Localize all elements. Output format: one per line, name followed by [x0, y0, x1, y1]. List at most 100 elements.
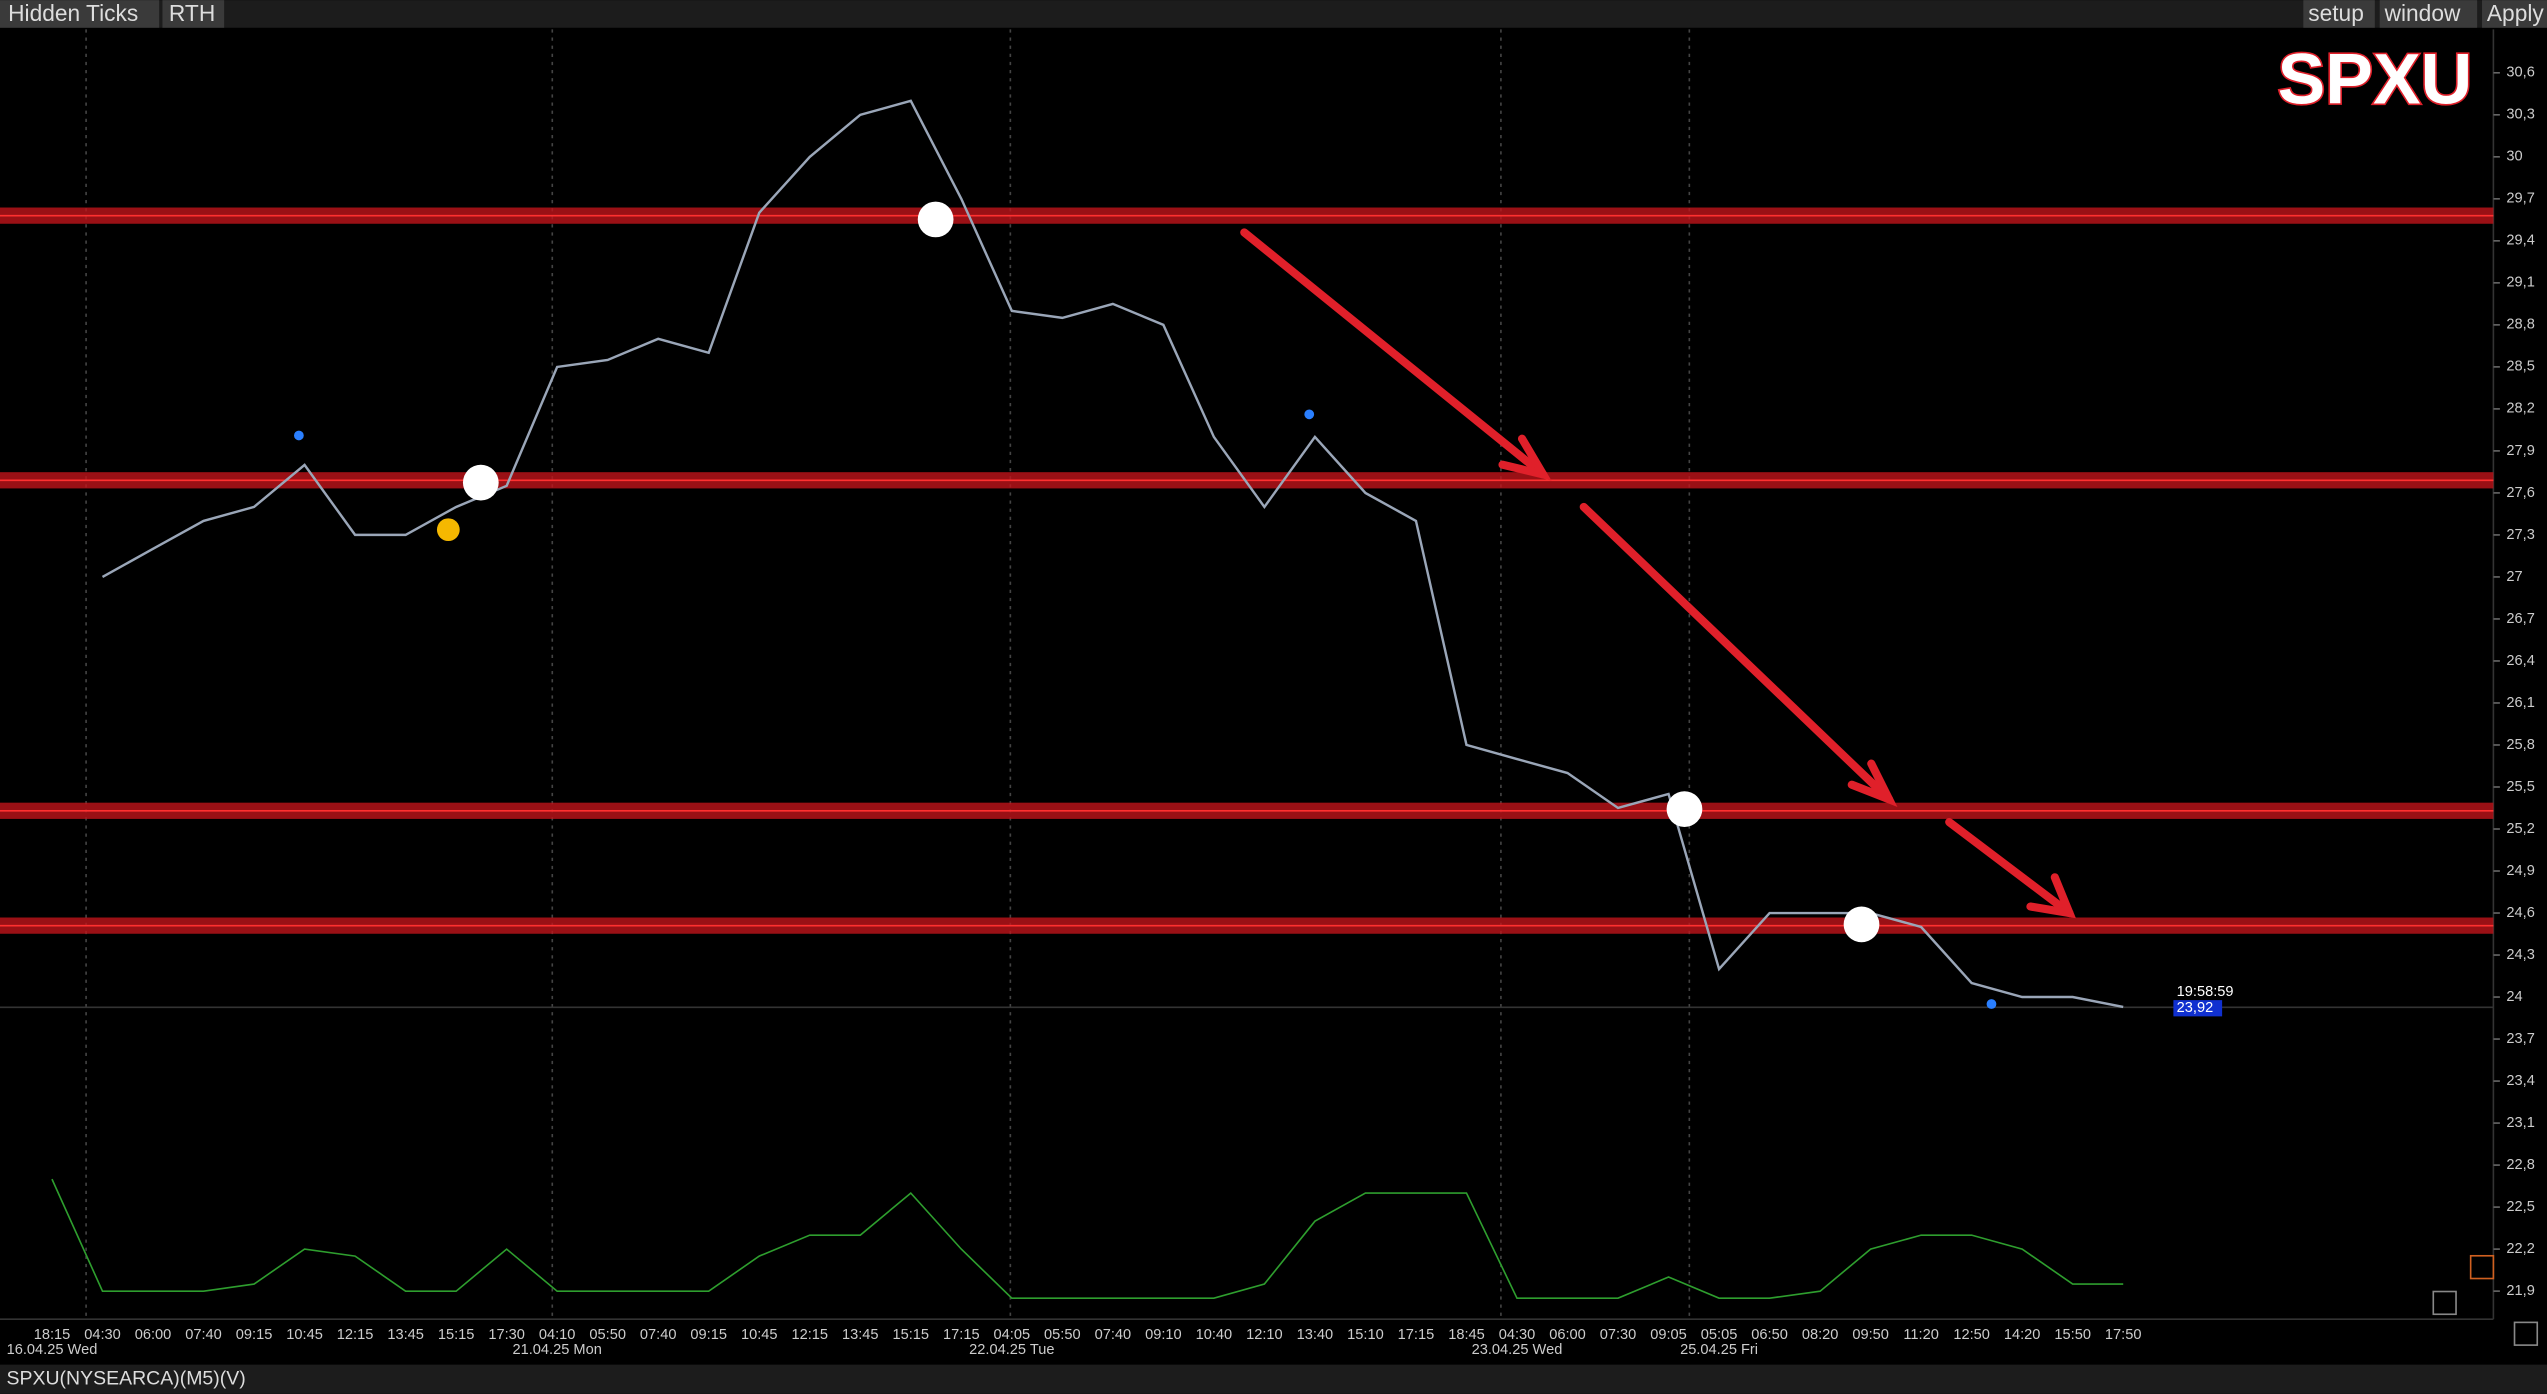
icon[interactable] [2513, 1321, 2539, 1346]
annotation-arrows [1240, 228, 2076, 919]
y-tick-label: 29,1 [2506, 275, 2534, 291]
x-tick-label: 15:10 [1347, 1327, 1384, 1343]
x-tick-label: 10:45 [741, 1327, 778, 1343]
x-tick-label: 15:15 [438, 1327, 475, 1343]
x-tick-label: 04:05 [994, 1327, 1031, 1343]
x-tick-label: 06:00 [1549, 1327, 1586, 1343]
toolbar-text[interactable]: RTH [169, 0, 215, 26]
y-tick-label: 22,2 [2506, 1241, 2534, 1257]
y-tick-label: 28,2 [2506, 401, 2534, 417]
markers [294, 201, 1997, 1009]
y-tick-label: 27 [2506, 569, 2522, 585]
y-tick-label: 22,8 [2506, 1157, 2534, 1173]
x-tick-label: 09:10 [1145, 1327, 1182, 1343]
y-tick-label: 26,1 [2506, 695, 2534, 711]
toolbar [0, 0, 2547, 28]
y-tick-label: 27,3 [2506, 527, 2534, 543]
date-label: 22.04.25 Tue [969, 1342, 1054, 1358]
status-text: SPXU(NYSEARCA)(M5)(V) [6, 1367, 245, 1389]
x-tick-label: 12:50 [1953, 1327, 1990, 1343]
marker [917, 201, 954, 238]
x-tick-label: 15:50 [2054, 1327, 2091, 1343]
series-line [101, 99, 2124, 1009]
x-tick-label: 18:45 [1448, 1327, 1485, 1343]
y-tick-label: 30 [2506, 149, 2522, 165]
y-tick-label: 29,4 [2506, 233, 2534, 249]
arrow [1945, 818, 2074, 918]
marker [1986, 999, 1997, 1009]
toolbar-button[interactable] [0, 0, 160, 28]
x-tick-label: 11:20 [1903, 1327, 1938, 1343]
y-tick-label: 30,3 [2506, 107, 2534, 123]
date-label: 21.04.25 Mon [512, 1342, 601, 1358]
toolbar-button[interactable] [2482, 0, 2547, 28]
y-tick-label: 23,4 [2506, 1073, 2534, 1089]
icon[interactable] [2432, 1290, 2457, 1316]
y-tick-label: 24,3 [2506, 947, 2534, 963]
y-tick-label: 21,9 [2506, 1283, 2534, 1299]
marker [462, 464, 499, 501]
series-line [51, 1178, 2124, 1299]
x-tick-label: 09:15 [690, 1327, 727, 1343]
x-tick-label: 04:10 [539, 1327, 576, 1343]
x-tick-label: 14:20 [2004, 1327, 2041, 1343]
toolbar-text[interactable]: Hidden Ticks [8, 0, 138, 26]
x-tick-label: 07:40 [185, 1327, 222, 1343]
y-tick-label: 24 [2506, 989, 2522, 1005]
y-tick-label: 23,1 [2506, 1115, 2534, 1131]
y-tick-label: 29,7 [2506, 191, 2534, 207]
x-tick-label: 06:00 [135, 1327, 172, 1343]
x-tick-label: 12:10 [1246, 1327, 1283, 1343]
y-tick-label: 26,7 [2506, 611, 2534, 627]
x-tick-label: 17:50 [2105, 1327, 2142, 1343]
x-tick-label: 08:20 [1802, 1327, 1839, 1343]
toolbar-text[interactable]: window [2384, 0, 2461, 26]
date-label: 23.04.25 Wed [1472, 1342, 1563, 1358]
marker [1666, 791, 1703, 827]
x-tick-label: 13:45 [387, 1327, 424, 1343]
last-price-box [2173, 1000, 2223, 1017]
y-tick-label: 25,5 [2506, 779, 2534, 795]
corner-icons [2432, 1254, 2539, 1346]
x-tick-label: 05:05 [1701, 1327, 1738, 1343]
y-tick-label: 27,9 [2506, 443, 2534, 459]
x-tick-label: 09:05 [1650, 1327, 1687, 1343]
marker [436, 518, 460, 542]
y-tick-label: 28,8 [2506, 317, 2534, 333]
x-tick-label: 05:50 [1044, 1327, 1081, 1343]
y-tick-label: 27,6 [2506, 485, 2534, 501]
x-tick-label: 17:15 [1398, 1327, 1435, 1343]
x-tick-label: 04:30 [1499, 1327, 1536, 1343]
marker [294, 430, 304, 441]
y-tick-label: 24,6 [2506, 905, 2534, 921]
x-tick-label: 07:40 [640, 1327, 677, 1343]
day-separators [85, 29, 1691, 1320]
x-tick-label: 17:30 [488, 1327, 525, 1343]
date-label: 16.04.25 Wed [7, 1342, 98, 1358]
x-tick-label: 09:50 [1852, 1327, 1889, 1343]
marker [1304, 409, 1315, 420]
y-tick-label: 30,6 [2506, 65, 2534, 81]
x-tick-label: 10:40 [1196, 1327, 1233, 1343]
toolbar-button[interactable] [2379, 0, 2478, 28]
icon[interactable] [2469, 1254, 2495, 1280]
toolbar-button[interactable] [162, 0, 225, 28]
y-tick-label: 26,4 [2506, 653, 2534, 669]
toolbar-button[interactable] [2303, 0, 2375, 28]
toolbar-text[interactable]: Apply [2487, 0, 2545, 26]
y-tick-label: 25,8 [2506, 737, 2534, 753]
y-tick-label: 23,7 [2506, 1031, 2534, 1047]
x-tick-label: 17:15 [943, 1327, 980, 1343]
x-tick-label: 07:30 [1600, 1327, 1637, 1343]
x-tick-label: 13:45 [842, 1327, 879, 1343]
x-tick-label: 04:30 [84, 1327, 121, 1343]
arrow [1240, 228, 1548, 479]
toolbar-text[interactable]: setup [2308, 0, 2364, 26]
arrow-head [2026, 873, 2076, 919]
chart-title: SPXU [2278, 39, 2473, 119]
x-tick-label: 10:45 [286, 1327, 323, 1343]
arrow-head [1498, 434, 1552, 481]
